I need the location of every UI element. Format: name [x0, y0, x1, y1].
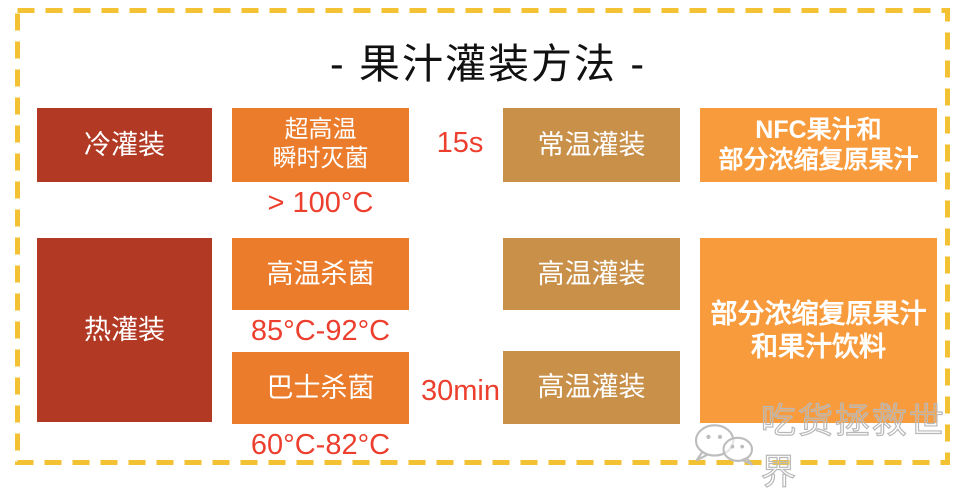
node-hot-fill-bottom-label: 高温灌装 [537, 372, 646, 403]
node-hot-fill-bottom: 高温灌装 [503, 351, 680, 424]
node-high-temp-sterilization-label: 高温杀菌 [266, 258, 375, 289]
page-title: - 果汁灌装方法 - [329, 41, 647, 87]
node-uht-label-line2: 瞬时灭菌 [272, 145, 369, 172]
node-cold-fill: 冷灌装 [37, 108, 212, 182]
node-hot-fill: 热灌装 [37, 238, 212, 422]
node-hot-fill-label: 热灌装 [84, 314, 165, 345]
wechat-logo-icon [694, 424, 754, 466]
node-pasteurization-label: 巴士杀菌 [266, 372, 375, 403]
pasteurization-range-note: 60°C-82°C [250, 429, 391, 461]
node-concentrate-result-line2: 和果汁饮料 [751, 331, 886, 362]
node-ambient-fill-label: 常温灌装 [537, 129, 646, 160]
node-nfc-result-line1: NFC果汁和 [755, 116, 882, 144]
pasteurization-time-note: 30min [421, 375, 500, 407]
node-hot-fill-top: 高温灌装 [503, 238, 680, 310]
node-hot-fill-top-label: 高温灌装 [537, 258, 646, 289]
uht-temperature-note: > 100°C [267, 187, 374, 219]
node-high-temp-sterilization: 高温杀菌 [232, 238, 409, 310]
node-cold-fill-label: 冷灌装 [84, 129, 165, 160]
node-uht-sterilization: 超高温 瞬时灭菌 [232, 108, 409, 182]
high-temp-range-note: 85°C-92°C [250, 315, 391, 347]
watermark: 吃货拯救世界 [688, 401, 958, 488]
node-nfc-result-line2: 部分浓缩复原果汁 [718, 146, 919, 174]
uht-time-note: 15s [436, 127, 484, 159]
node-concentrate-result-line1: 部分浓缩复原果汁 [710, 299, 927, 330]
watermark-text: 吃货拯救世界 [760, 401, 946, 488]
node-ambient-fill: 常温灌装 [503, 108, 680, 182]
node-concentrate-result: 部分浓缩复原果汁 和果汁饮料 [700, 238, 937, 423]
node-uht-label-line1: 超高温 [284, 116, 357, 144]
dashed-border-rect [15, 8, 950, 465]
node-pasteurization: 巴士杀菌 [232, 352, 409, 424]
node-nfc-result: NFC果汁和 部分浓缩复原果汁 [700, 108, 937, 182]
